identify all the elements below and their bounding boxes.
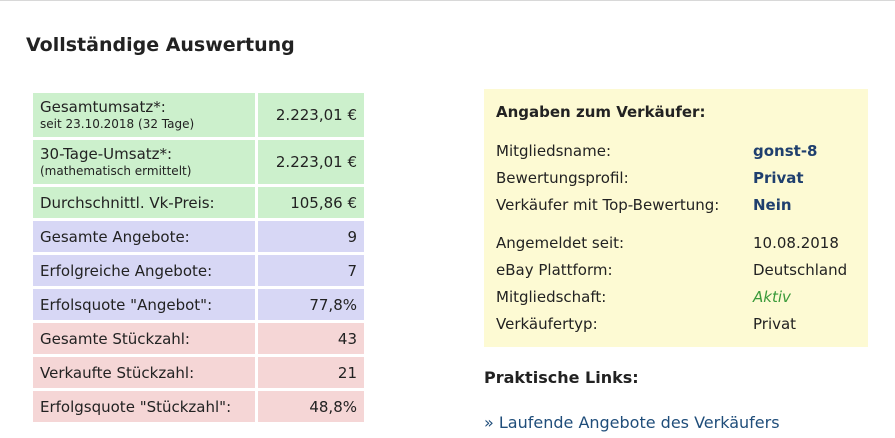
stats-label: Erfolgsquote "Stückzahl": <box>33 391 255 422</box>
stats-sublabel: (mathematisch ermittelt) <box>40 164 192 178</box>
stats-value: 9 <box>258 221 364 252</box>
links-title: Praktische Links: <box>484 368 639 387</box>
registered-value: 10.08.2018 <box>753 234 839 252</box>
stats-row-30-day-revenue: 30-Tage-Umsatz*: (mathematisch ermittelt… <box>33 140 364 184</box>
stats-label: Erfolsquote "Angebot": <box>33 289 255 320</box>
stats-value: 7 <box>258 255 364 286</box>
stats-sublabel: seit 23.10.2018 (32 Tage) <box>40 117 195 131</box>
top-divider <box>0 0 895 1</box>
seller-info-box: Angaben zum Verkäufer: Mitgliedsname: go… <box>484 89 868 347</box>
stats-value: 43 <box>258 323 364 354</box>
stats-row-listing-success-rate: Erfolsquote "Angebot": 77,8% <box>33 289 364 320</box>
stats-label: Verkaufte Stückzahl: <box>33 357 255 388</box>
stats-label: Gesamte Angebote: <box>33 221 255 252</box>
stats-label-cell: Gesamtumsatz*: seit 23.10.2018 (32 Tage) <box>33 93 255 137</box>
seller-type-value: Privat <box>753 315 797 333</box>
seller-label: Angemeldet seit: <box>496 234 625 252</box>
stats-value: 2.223,01 € <box>258 140 364 184</box>
stats-value: 105,86 € <box>258 187 364 218</box>
stats-label: Gesamtumsatz*: <box>40 98 166 116</box>
top-rated-value: Nein <box>753 196 792 214</box>
rating-profile-value: Privat <box>753 169 804 187</box>
seller-info-title: Angaben zum Verkäufer: <box>496 103 706 121</box>
stats-row-successful-listings: Erfolgreiche Angebote: 7 <box>33 255 364 286</box>
stats-label: Durchschnittl. Vk-Preis: <box>33 187 255 218</box>
stats-row-total-quantity: Gesamte Stückzahl: 43 <box>33 323 364 354</box>
seller-label: eBay Plattform: <box>496 261 613 279</box>
seller-label: Verkäufer mit Top-Bewertung: <box>496 196 720 214</box>
seller-label: Mitgliedsname: <box>496 142 612 160</box>
seller-label: Bewertungsprofil: <box>496 169 629 187</box>
stats-row-avg-price: Durchschnittl. Vk-Preis: 105,86 € <box>33 187 364 218</box>
stats-value: 21 <box>258 357 364 388</box>
stats-row-quantity-success-rate: Erfolgsquote "Stückzahl": 48,8% <box>33 391 364 422</box>
stats-label-cell: 30-Tage-Umsatz*: (mathematisch ermittelt… <box>33 140 255 184</box>
stats-label: Erfolgreiche Angebote: <box>33 255 255 286</box>
platform-value: Deutschland <box>753 261 848 279</box>
stats-label: 30-Tage-Umsatz*: <box>40 145 173 163</box>
membership-value: Aktiv <box>753 288 791 306</box>
stats-label: Gesamte Stückzahl: <box>33 323 255 354</box>
member-name-value: gonst-8 <box>753 142 818 160</box>
stats-row-total-listings: Gesamte Angebote: 9 <box>33 221 364 252</box>
seller-label: Verkäufertyp: <box>496 315 598 333</box>
stats-value: 48,8% <box>258 391 364 422</box>
stats-row-total-revenue: Gesamtumsatz*: seit 23.10.2018 (32 Tage)… <box>33 93 364 137</box>
link-current-listings[interactable]: » Laufende Angebote des Verkäufers <box>484 413 780 432</box>
page-title: Vollständige Auswertung <box>26 34 295 56</box>
stats-value: 2.223,01 € <box>258 93 364 137</box>
seller-label: Mitgliedschaft: <box>496 288 607 306</box>
stats-row-sold-quantity: Verkaufte Stückzahl: 21 <box>33 357 364 388</box>
stats-table: Gesamtumsatz*: seit 23.10.2018 (32 Tage)… <box>30 90 367 425</box>
stats-value: 77,8% <box>258 289 364 320</box>
